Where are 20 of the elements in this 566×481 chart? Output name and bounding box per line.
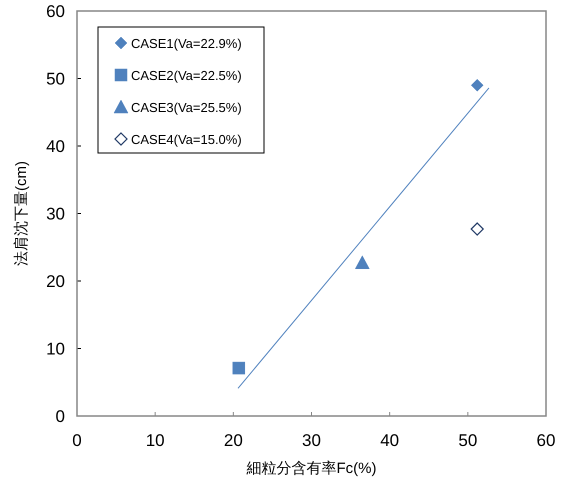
y-tick-label: 30	[46, 204, 65, 224]
x-tick-label: 60	[536, 431, 556, 450]
x-axis-title: 細粒分含有率Fc(%)	[246, 460, 376, 477]
legend-label: CASE2(Va=22.5%)	[131, 68, 242, 83]
y-tick-label: 60	[46, 2, 65, 21]
y-axis-title: 法肩沈下量(cm)	[13, 161, 30, 266]
x-tick-label: 30	[302, 431, 321, 450]
x-tick-label: 40	[380, 431, 400, 450]
x-tick-label: 0	[72, 431, 82, 450]
legend-label: CASE4(Va=15.0%)	[131, 132, 242, 147]
y-tick-label: 50	[46, 70, 65, 88]
y-tick-label: 40	[46, 137, 65, 156]
y-tick-label: 0	[56, 407, 65, 426]
y-tick-label: 20	[46, 272, 65, 291]
x-tick-label: 20	[224, 431, 243, 450]
legend-label: CASE1(Va=22.9%)	[131, 36, 242, 51]
x-tick-label: 50	[458, 431, 478, 450]
x-tick-label: 10	[146, 431, 165, 450]
y-tick-label: 10	[46, 340, 65, 358]
legend-label: CASE3(Va=25.5%)	[131, 100, 242, 115]
